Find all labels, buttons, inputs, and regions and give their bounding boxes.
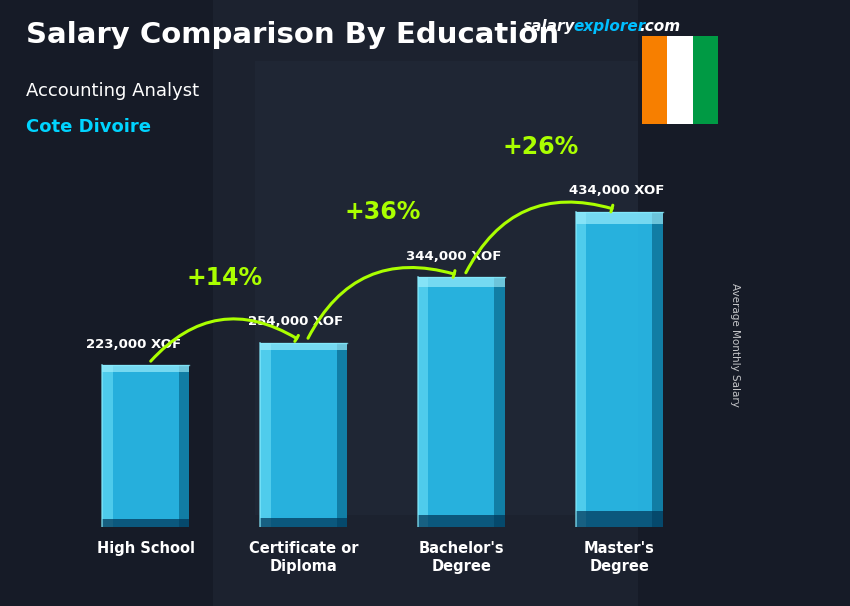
Bar <box>495 277 505 527</box>
Bar <box>178 365 189 527</box>
Text: +14%: +14% <box>187 266 263 290</box>
Bar <box>102 365 189 527</box>
Bar <box>260 342 270 527</box>
Text: salary: salary <box>523 19 575 35</box>
Text: Salary Comparison By Education: Salary Comparison By Education <box>26 21 558 49</box>
Text: 434,000 XOF: 434,000 XOF <box>569 184 664 197</box>
Bar <box>642 36 667 124</box>
Bar <box>260 342 347 527</box>
Text: .com: .com <box>639 19 680 35</box>
Bar <box>0 0 212 606</box>
Text: +36%: +36% <box>344 201 421 224</box>
Bar <box>255 61 638 515</box>
Bar <box>102 519 189 527</box>
Bar <box>418 514 505 527</box>
Text: +26%: +26% <box>502 135 579 159</box>
Bar <box>693 36 718 124</box>
Bar <box>576 511 663 527</box>
Bar <box>576 211 586 527</box>
Text: Cote Divoire: Cote Divoire <box>26 118 150 136</box>
Bar <box>337 342 347 527</box>
Text: 254,000 XOF: 254,000 XOF <box>248 315 343 328</box>
Bar <box>576 211 663 527</box>
Bar <box>638 0 850 606</box>
Bar <box>102 365 189 371</box>
Bar <box>418 277 428 527</box>
Bar <box>576 211 663 224</box>
Text: 344,000 XOF: 344,000 XOF <box>406 250 502 262</box>
Bar <box>260 518 347 527</box>
Bar <box>102 365 113 527</box>
Text: 223,000 XOF: 223,000 XOF <box>86 338 181 350</box>
Bar <box>667 36 693 124</box>
Text: explorer: explorer <box>574 19 646 35</box>
Bar <box>418 277 505 287</box>
Bar <box>260 342 347 350</box>
Text: Average Monthly Salary: Average Monthly Salary <box>730 284 740 407</box>
Text: Accounting Analyst: Accounting Analyst <box>26 82 199 100</box>
Bar <box>418 277 505 527</box>
Bar <box>652 211 663 527</box>
